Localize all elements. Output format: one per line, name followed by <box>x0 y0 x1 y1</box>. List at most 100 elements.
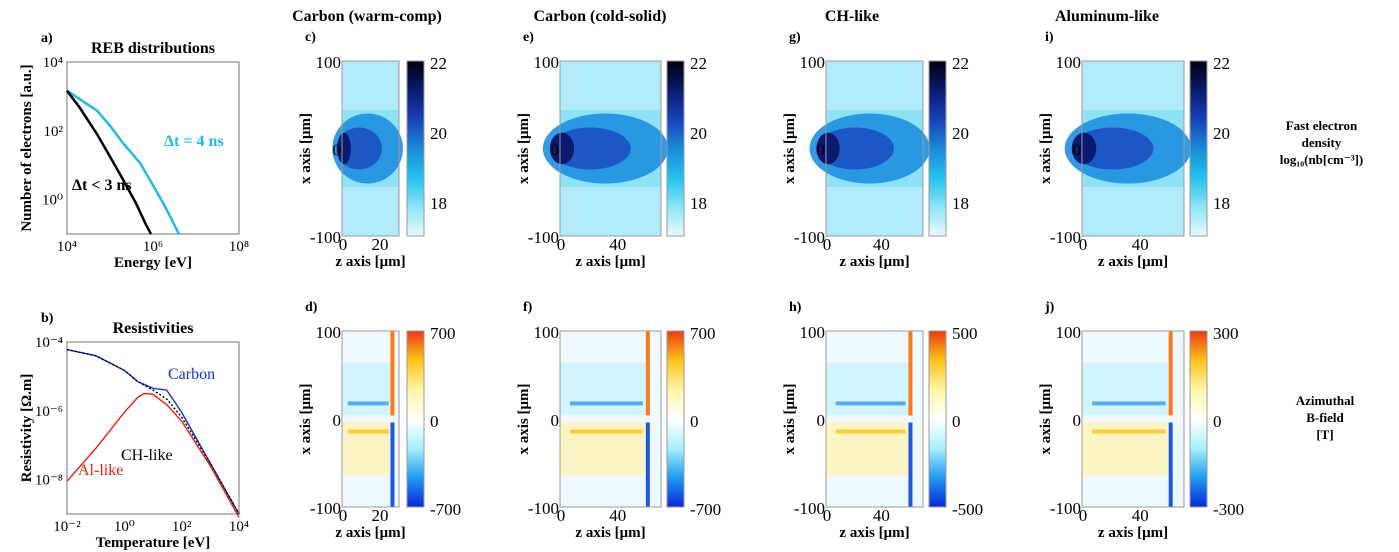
bfield-map <box>341 330 400 508</box>
density-row-label: Fast electron density log₁₀(nb[cm⁻³]) <box>1254 117 1389 168</box>
y-tick-label: -100 <box>794 499 825 518</box>
column-title: Aluminum-like <box>1055 8 1159 25</box>
panel-letter: j) <box>1044 300 1055 315</box>
y-tick-label: -100 <box>310 499 341 518</box>
x-tick-label: 0 <box>823 506 832 525</box>
panel-letter: a) <box>41 31 53 46</box>
panel-letter: c) <box>305 30 316 45</box>
panel-letter: f) <box>523 300 533 315</box>
colorbar-tick: -500 <box>952 500 983 519</box>
bfield-row-label: Azimuthal B-field [T] <box>1280 392 1370 443</box>
x-tick-label: 10⁶ <box>143 239 163 255</box>
y-axis-label: x axis [μm] <box>298 113 314 184</box>
y-axis-label: x axis [μm] <box>516 384 532 455</box>
x-tick-label: 40 <box>1132 235 1149 254</box>
y-tick-label: 10⁻⁶ <box>35 404 63 420</box>
panel-letter: b) <box>41 311 54 326</box>
colorbar <box>1189 330 1208 508</box>
colorbar-tick: -700 <box>430 500 461 519</box>
y-tick-label: 10⁰ <box>42 193 63 209</box>
x-tick-label: 10² <box>172 519 192 535</box>
series-label: Δt < 3 ns <box>72 177 132 194</box>
y-tick-label: -100 <box>1050 499 1081 518</box>
y-axis-label: x axis [μm] <box>782 384 798 455</box>
x-tick-label: 10⁸ <box>229 239 249 255</box>
y-tick-label: 10² <box>44 124 64 140</box>
panel-letter: i) <box>1045 30 1054 45</box>
y-axis-label: x axis [μm] <box>1038 384 1054 455</box>
series-label: Carbon <box>168 366 215 383</box>
colorbar-tick: 20 <box>430 124 447 143</box>
x-tick-label: 40 <box>1132 506 1149 525</box>
colorbar-tick: 20 <box>690 124 707 143</box>
bfield-map <box>559 330 662 508</box>
bfield-map <box>1081 330 1185 508</box>
y-tick-label: -100 <box>1050 228 1081 247</box>
colorbar <box>928 60 947 237</box>
y-tick-label: 100 <box>800 323 826 342</box>
y-tick-label: 100 <box>534 323 560 342</box>
colorbar-tick: 700 <box>690 324 716 343</box>
y-tick-label: -100 <box>528 499 559 518</box>
y-axis-label: x axis [μm] <box>782 113 798 184</box>
y-tick-label: 100 <box>316 323 342 342</box>
series-label: Al-like <box>78 462 123 479</box>
y-tick-label: 0 <box>1073 411 1082 430</box>
panel-letter: g) <box>789 30 801 45</box>
colorbar-tick: 500 <box>952 324 978 343</box>
colorbar-tick: -300 <box>1213 500 1244 519</box>
colorbar-tick: 300 <box>1213 324 1239 343</box>
panel-letter: h) <box>789 300 802 315</box>
colorbar <box>928 330 947 508</box>
colorbar-tick: 22 <box>952 54 969 73</box>
x-tick-label: 40 <box>873 506 890 525</box>
y-tick-label: 0 <box>551 141 560 160</box>
x-tick-label: 0 <box>1079 506 1088 525</box>
x-axis-label: z axis [μm] <box>335 525 405 541</box>
y-axis-label: Number of electrons [a.u.] <box>19 64 35 231</box>
colorbar-tick: 18 <box>952 194 969 213</box>
x-tick-label: 20 <box>372 235 389 254</box>
y-tick-label: 100 <box>800 53 826 72</box>
y-tick-label: 0 <box>333 411 342 430</box>
x-axis-label: z axis [μm] <box>575 254 645 270</box>
bfield-map <box>825 330 924 508</box>
series-line <box>66 89 181 235</box>
y-tick-label: 10⁻⁸ <box>35 473 63 489</box>
y-tick-label: 100 <box>1056 53 1082 72</box>
y-tick-label: 100 <box>534 53 560 72</box>
series-line <box>66 348 240 515</box>
y-tick-label: -100 <box>528 228 559 247</box>
density-label-line1: Fast electron <box>1285 118 1358 133</box>
density-map <box>332 60 403 237</box>
x-axis-label: z axis [μm] <box>839 525 909 541</box>
colorbar-tick: 22 <box>430 54 447 73</box>
colorbar-tick: 0 <box>430 412 439 431</box>
y-tick-label: 10⁻⁴ <box>35 335 63 351</box>
y-tick-label: 0 <box>1073 141 1082 160</box>
bfield-label-line3: [T] <box>1316 427 1334 442</box>
y-tick-label: 0 <box>817 411 826 430</box>
density-label-line3: log₁₀(nb[cm⁻³]) <box>1279 152 1364 167</box>
x-tick-label: 40 <box>609 506 626 525</box>
colorbar <box>666 60 685 237</box>
y-axis-label: Resistivity [Ω.m] <box>19 374 35 483</box>
x-axis-label: Energy [eV] <box>114 255 192 271</box>
y-tick-label: 0 <box>551 411 560 430</box>
colorbar-tick: 0 <box>952 412 961 431</box>
x-tick-label: 0 <box>339 506 348 525</box>
density-map <box>542 60 669 237</box>
density-label-line2: density <box>1301 135 1342 150</box>
y-tick-label: -100 <box>310 228 341 247</box>
x-tick-label: 10⁴ <box>57 239 77 255</box>
series-label: CH-like <box>121 447 173 464</box>
panel-letter: e) <box>523 30 534 45</box>
colorbar-tick: 18 <box>1213 194 1230 213</box>
plot-frame <box>66 61 240 235</box>
x-tick-label: 10⁻² <box>53 519 81 535</box>
x-tick-label: 0 <box>557 506 566 525</box>
column-title: Carbon (warm-comp) <box>292 8 442 25</box>
panel-letter: d) <box>305 300 318 315</box>
x-axis-label: Temperature [eV] <box>96 535 211 551</box>
